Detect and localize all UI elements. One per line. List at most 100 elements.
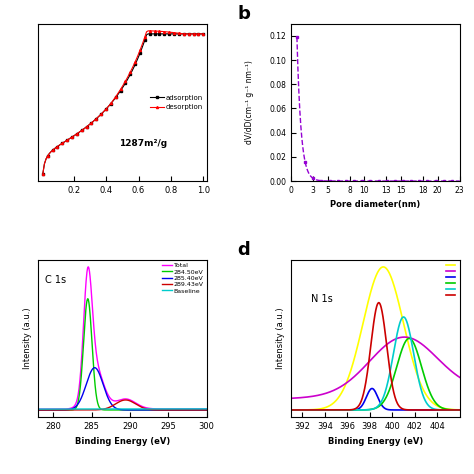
Line: magenta: magenta bbox=[291, 337, 471, 398]
285.40eV bbox=[79, 395, 84, 401]
285.40eV bbox=[163, 407, 168, 413]
magenta bbox=[288, 395, 294, 401]
285.40eV bbox=[148, 407, 154, 413]
adsorption bbox=[123, 80, 128, 86]
284.50eV bbox=[65, 407, 71, 413]
289.43eV bbox=[163, 407, 168, 413]
green bbox=[288, 407, 294, 413]
blue bbox=[288, 407, 294, 413]
289.43eV bbox=[65, 407, 71, 413]
cyan bbox=[401, 314, 406, 320]
adsorption bbox=[189, 31, 195, 36]
Line: adsorption: adsorption bbox=[42, 33, 204, 175]
284.50eV bbox=[35, 407, 41, 413]
red bbox=[394, 401, 400, 406]
284.50eV bbox=[85, 296, 91, 301]
289.43eV bbox=[111, 402, 117, 408]
Total bbox=[163, 406, 168, 412]
yellow bbox=[424, 393, 430, 399]
Line: cyan: cyan bbox=[291, 317, 471, 410]
Text: C 1s: C 1s bbox=[45, 275, 66, 285]
red bbox=[468, 407, 474, 413]
cyan bbox=[468, 407, 474, 413]
red bbox=[288, 407, 294, 413]
blue bbox=[394, 407, 400, 413]
289.43eV bbox=[123, 397, 128, 403]
Legend: Total, 284.50eV, 285.40eV, 289.43eV, Baseline: Total, 284.50eV, 285.40eV, 289.43eV, Bas… bbox=[162, 263, 203, 293]
289.43eV bbox=[135, 402, 140, 408]
Text: b: b bbox=[237, 5, 250, 23]
cyan bbox=[320, 407, 326, 413]
Line: 289.43eV: 289.43eV bbox=[38, 400, 207, 410]
adsorption bbox=[201, 31, 206, 36]
green bbox=[409, 337, 414, 343]
yellow bbox=[370, 283, 375, 289]
magenta bbox=[335, 386, 340, 392]
284.50eV bbox=[79, 373, 84, 379]
green bbox=[394, 363, 400, 368]
285.40eV bbox=[204, 407, 210, 413]
desorption bbox=[201, 31, 206, 36]
284.50eV bbox=[148, 407, 154, 413]
blue bbox=[370, 386, 375, 392]
Text: d: d bbox=[237, 241, 250, 259]
red bbox=[370, 329, 375, 335]
285.40eV bbox=[35, 407, 41, 413]
green bbox=[320, 407, 326, 413]
desorption bbox=[123, 78, 128, 84]
Legend: adsorption, desorption: adsorption, desorption bbox=[150, 95, 203, 110]
magenta bbox=[409, 336, 414, 341]
285.40eV bbox=[65, 407, 71, 412]
desorption bbox=[194, 31, 200, 36]
Text: N 1s: N 1s bbox=[311, 294, 333, 304]
magenta bbox=[468, 381, 474, 386]
red bbox=[409, 407, 414, 413]
desorption bbox=[71, 133, 76, 139]
blue bbox=[468, 407, 474, 413]
Legend: , , , , , : , , , , , bbox=[447, 263, 457, 298]
Line: Total: Total bbox=[38, 267, 207, 409]
red bbox=[376, 300, 382, 306]
Total bbox=[35, 406, 41, 412]
285.40eV bbox=[135, 407, 140, 413]
cyan bbox=[409, 339, 414, 345]
blue bbox=[320, 407, 326, 413]
Total bbox=[79, 360, 84, 365]
289.43eV bbox=[204, 407, 210, 413]
yellow bbox=[394, 295, 400, 301]
Total bbox=[204, 406, 210, 412]
Total bbox=[85, 264, 91, 270]
Line: desorption: desorption bbox=[42, 30, 204, 175]
Baseline bbox=[111, 406, 117, 412]
X-axis label: Pore diameter(nm): Pore diameter(nm) bbox=[330, 201, 420, 210]
blue bbox=[409, 407, 414, 413]
285.40eV bbox=[112, 404, 118, 410]
cyan bbox=[394, 331, 400, 337]
yellow bbox=[409, 353, 414, 359]
magenta bbox=[370, 356, 375, 361]
desorption bbox=[40, 171, 46, 177]
desorption bbox=[136, 51, 141, 57]
adsorption bbox=[71, 133, 76, 139]
Baseline bbox=[162, 406, 168, 412]
red bbox=[335, 407, 340, 413]
yellow bbox=[320, 405, 326, 411]
Line: red: red bbox=[291, 303, 471, 410]
cyan bbox=[424, 401, 430, 406]
289.43eV bbox=[35, 407, 41, 413]
magenta bbox=[401, 334, 407, 340]
magenta bbox=[320, 392, 326, 397]
284.50eV bbox=[163, 407, 168, 413]
cyan bbox=[288, 407, 294, 413]
Baseline bbox=[204, 406, 210, 412]
green bbox=[335, 407, 340, 413]
yellow bbox=[381, 264, 386, 270]
adsorption bbox=[40, 171, 46, 177]
red bbox=[320, 407, 326, 413]
Line: green: green bbox=[291, 338, 471, 410]
yellow bbox=[335, 396, 340, 402]
adsorption bbox=[146, 31, 151, 36]
284.50eV bbox=[112, 407, 118, 413]
blue bbox=[335, 407, 340, 413]
green bbox=[424, 382, 430, 387]
